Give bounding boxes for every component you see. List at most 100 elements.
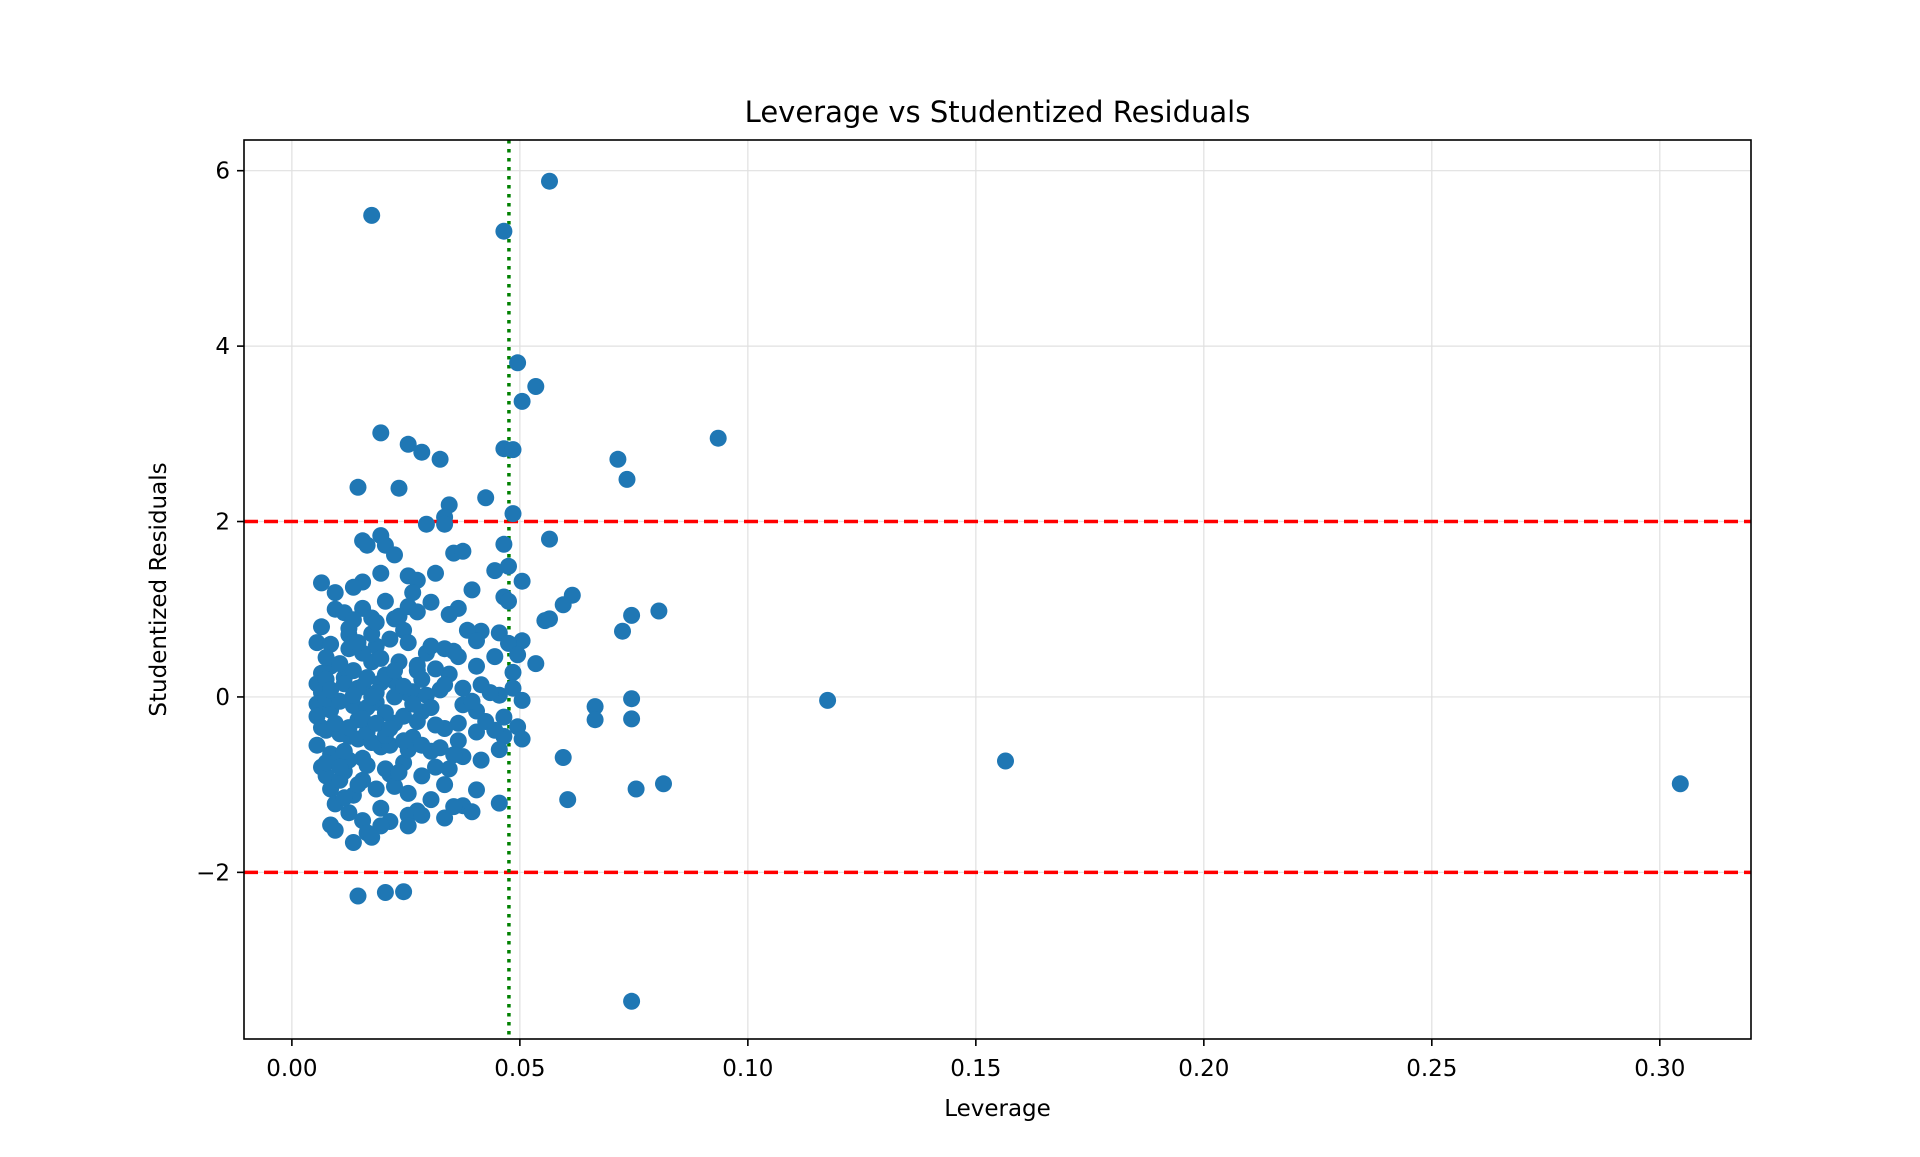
data-point [449, 714, 467, 732]
data-point [504, 679, 522, 697]
data-point [395, 707, 413, 725]
data-point [349, 887, 367, 905]
data-point [1671, 775, 1689, 793]
data-point [335, 789, 353, 807]
data-point [477, 489, 495, 507]
data-point [463, 692, 481, 710]
x-tick-label: 0.15 [950, 1056, 1001, 1082]
x-axis-ticks: 0.00 0.05 0.10 0.15 0.20 0.25 0.30 [266, 1039, 1685, 1082]
data-point [358, 536, 376, 554]
data-point [372, 817, 390, 835]
data-point [413, 670, 431, 688]
data-point [513, 392, 531, 410]
data-points [308, 172, 1689, 1010]
data-point [586, 698, 604, 716]
data-point [372, 649, 390, 667]
data-point [372, 799, 390, 817]
x-tick-label: 0.30 [1634, 1056, 1685, 1082]
y-tick-label: 4 [215, 334, 230, 360]
data-point [317, 649, 335, 666]
data-point [431, 739, 449, 757]
data-point [527, 378, 545, 395]
data-point [623, 992, 641, 1010]
data-point [404, 695, 422, 713]
data-point [427, 716, 444, 734]
data-point [417, 515, 435, 533]
data-point [623, 710, 641, 728]
y-axis-label: Studentized Residuals [146, 462, 172, 716]
data-point [331, 655, 349, 673]
data-point [623, 606, 641, 624]
data-point [427, 758, 444, 776]
data-point [449, 732, 467, 750]
data-point [513, 572, 531, 590]
data-point [500, 634, 517, 652]
data-point [513, 632, 531, 650]
data-point [335, 742, 353, 760]
y-tick-label: 2 [215, 510, 230, 536]
data-point [468, 781, 485, 799]
data-point [372, 564, 390, 582]
data-point [559, 791, 577, 809]
data-point [454, 542, 472, 560]
data-point [313, 618, 330, 636]
data-point [819, 691, 837, 709]
data-point [376, 760, 394, 778]
data-point [541, 610, 558, 628]
data-point [509, 646, 527, 664]
data-point [363, 688, 381, 706]
grid [244, 140, 1751, 1039]
data-point [363, 828, 381, 846]
data-point [331, 692, 349, 710]
data-point [340, 804, 358, 822]
data-point [504, 441, 522, 459]
data-point [440, 760, 458, 778]
data-point [349, 634, 367, 652]
data-point [422, 637, 440, 655]
data-point [650, 602, 668, 620]
data-point [308, 736, 326, 754]
data-point [335, 675, 353, 693]
data-point [317, 754, 335, 772]
data-point [317, 767, 335, 785]
data-point [445, 642, 463, 660]
data-point [386, 662, 403, 680]
data-point [445, 746, 463, 764]
data-point [513, 691, 531, 709]
data-point [541, 172, 558, 190]
data-point [504, 663, 522, 681]
data-point [376, 884, 394, 901]
data-point [618, 470, 636, 488]
data-point [367, 613, 385, 631]
data-point [390, 763, 408, 781]
data-point [436, 776, 454, 794]
data-point [481, 684, 499, 702]
data-point [436, 676, 454, 694]
data-point [326, 584, 344, 602]
data-point [709, 429, 727, 447]
data-point [349, 478, 367, 496]
data-point [381, 630, 399, 648]
data-point [395, 883, 413, 901]
data-point [541, 530, 558, 548]
data-point [486, 648, 504, 666]
y-tick-label: 6 [215, 159, 230, 185]
data-point [463, 803, 481, 821]
data-point [331, 771, 349, 789]
data-point [372, 424, 390, 442]
data-point [427, 660, 444, 678]
data-point [404, 584, 422, 602]
data-point [655, 775, 672, 793]
data-point [363, 206, 381, 224]
data-point [509, 354, 527, 372]
data-point [331, 758, 349, 776]
data-point [468, 657, 485, 675]
data-point [386, 546, 403, 564]
data-point [367, 714, 385, 732]
data-point [586, 711, 604, 729]
data-point [495, 535, 513, 553]
data-point [358, 756, 376, 774]
data-point [344, 662, 362, 680]
data-point [527, 655, 545, 673]
